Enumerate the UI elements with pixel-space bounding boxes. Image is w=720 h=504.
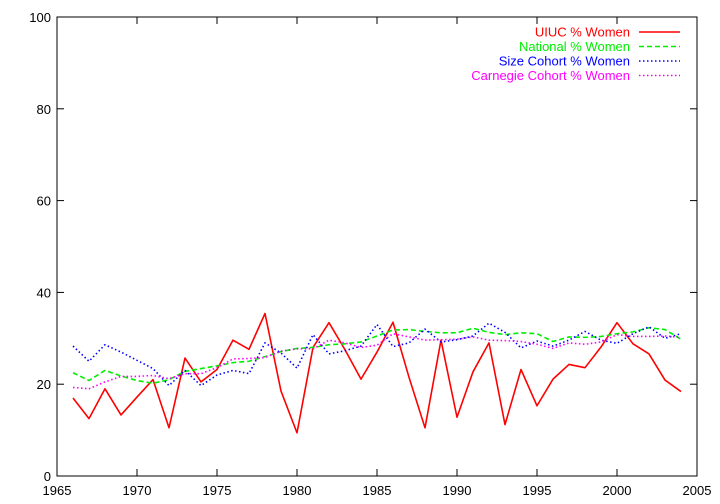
legend-label: Carnegie Cohort % Women [471, 68, 630, 83]
series-line-national-women [72, 326, 682, 385]
series-line-size-cohort-women [72, 322, 682, 387]
x-tick-label: 2000 [603, 483, 632, 498]
tick-labels: 1965 1970 1975 1980 1985 1990 1995 2000 2005 0 20 4… [29, 10, 711, 498]
y-tick-label: 0 [44, 469, 51, 484]
x-tick-label: 1990 [443, 483, 472, 498]
legend-label: Size Cohort % Women [499, 54, 630, 69]
axis-ticks [56, 16, 698, 477]
x-tick-label: 1965 [43, 483, 72, 498]
plot-frame [56, 16, 698, 477]
series-line-uiuc-women [72, 312, 682, 434]
series-line-carnegie-cohort-women [72, 332, 682, 390]
x-tick-label: 1980 [283, 483, 312, 498]
y-tick-label: 100 [29, 10, 51, 25]
y-tick-label: 80 [37, 102, 51, 117]
y-tick-label: 40 [37, 285, 51, 300]
y-tick-label: 60 [37, 194, 51, 209]
series-lines [72, 312, 682, 434]
legend-label: National % Women [519, 39, 630, 54]
x-tick-label: 1985 [363, 483, 392, 498]
x-tick-label: 2005 [683, 483, 712, 498]
x-tick-label: 1970 [123, 483, 152, 498]
x-tick-label: 1995 [523, 483, 552, 498]
y-tick-label: 20 [37, 377, 51, 392]
x-tick-label: 1975 [203, 483, 232, 498]
legend-label: UIUC % Women [535, 25, 630, 40]
